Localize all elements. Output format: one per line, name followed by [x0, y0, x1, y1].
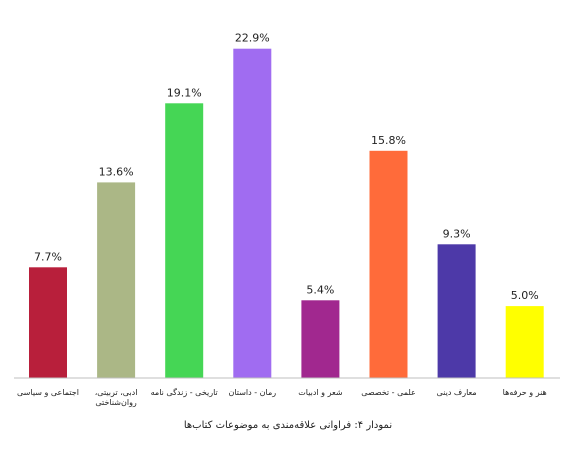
- category-label: ادبی، تربیتی، روان‌شناختی: [95, 388, 138, 407]
- category-label-line: رمان - داستان: [228, 388, 276, 397]
- category-label-line: هنر و حرفه‌ها: [503, 388, 547, 397]
- category-label-line: اجتماعی و سیاسی: [17, 388, 79, 397]
- bar: [437, 244, 476, 378]
- bar-chart: 7.7% 13.6% 19.1% 22.9% 5.4% 15.8% 9.3% 5.0% اجت…: [14, 32, 560, 407]
- bar-value-label: 9.3%: [443, 227, 471, 240]
- category-label-line: روان‌شناختی: [95, 398, 137, 407]
- bar: [29, 267, 67, 378]
- bar: [505, 306, 544, 378]
- category-label: شعر و ادبیات: [298, 388, 343, 397]
- bar: [97, 182, 136, 378]
- chart-title: نمودار ۴: فراوانی علاقه‌مندی به موضوعات …: [183, 420, 393, 431]
- value-labels-layer: 7.7% 13.6% 19.1% 22.9% 5.4% 15.8% 9.3% 5.0%: [34, 32, 539, 302]
- bar-value-label: 13.6%: [99, 165, 134, 178]
- category-labels-layer: اجتماعی و سیاسی ادبی، تربیتی، روان‌شناختی ت…: [17, 387, 547, 407]
- category-label-line: ادبی، تربیتی،: [95, 388, 138, 397]
- bar-value-label: 19.1%: [167, 86, 202, 99]
- category-label: تاریخی - زندگی نامه: [151, 387, 218, 397]
- bar: [165, 103, 204, 379]
- category-label-line: تاریخی - زندگی نامه: [151, 387, 218, 397]
- bar-value-label: 5.4%: [306, 283, 334, 296]
- bar-value-label: 7.7%: [34, 250, 62, 263]
- bar: [369, 150, 408, 378]
- category-label-line: شعر و ادبیات: [298, 388, 343, 397]
- category-label-line: علمی - تخصصی: [361, 388, 416, 397]
- category-label-line: معارف دینی: [437, 388, 477, 397]
- category-label: رمان - داستان: [228, 388, 276, 397]
- bar-value-label: 22.9%: [235, 32, 270, 45]
- bar: [233, 48, 272, 378]
- category-label: علمی - تخصصی: [361, 388, 416, 397]
- category-label: اجتماعی و سیاسی: [17, 388, 79, 397]
- bars-layer: [29, 48, 544, 379]
- bar-value-label: 15.8%: [371, 134, 406, 147]
- category-label: معارف دینی: [437, 388, 477, 397]
- bar: [301, 300, 340, 378]
- bar-value-label: 5.0%: [511, 289, 539, 302]
- category-label: هنر و حرفه‌ها: [503, 388, 547, 397]
